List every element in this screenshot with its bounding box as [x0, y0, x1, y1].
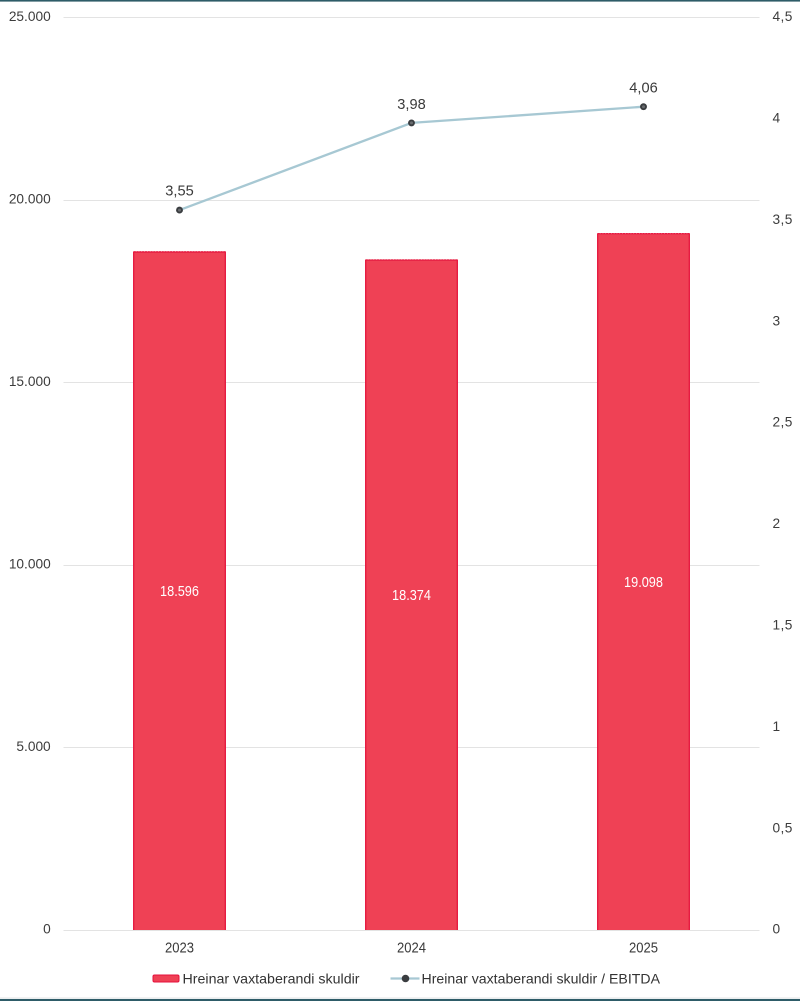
svg-text:2: 2 [773, 516, 781, 531]
svg-text:4: 4 [773, 111, 781, 126]
svg-text:3,5: 3,5 [773, 212, 793, 227]
svg-text:19.098: 19.098 [624, 575, 663, 591]
svg-text:2024: 2024 [397, 940, 426, 956]
svg-text:18.596: 18.596 [160, 584, 199, 600]
svg-text:0: 0 [43, 922, 51, 937]
svg-text:4,5: 4,5 [773, 9, 793, 24]
svg-text:3,55: 3,55 [165, 183, 193, 199]
svg-text:18.374: 18.374 [392, 588, 431, 604]
svg-text:15.000: 15.000 [9, 374, 51, 389]
svg-text:1: 1 [773, 719, 781, 734]
svg-text:4,06: 4,06 [629, 80, 657, 96]
svg-text:Hreinar vaxtaberandi skuldir: Hreinar vaxtaberandi skuldir [183, 970, 360, 986]
svg-text:5.000: 5.000 [16, 739, 51, 754]
svg-text:2023: 2023 [165, 940, 194, 956]
svg-text:2025: 2025 [629, 940, 658, 956]
svg-text:3,98: 3,98 [397, 97, 425, 113]
svg-text:20.000: 20.000 [9, 192, 51, 207]
svg-text:0,5: 0,5 [773, 820, 793, 835]
svg-text:2,5: 2,5 [773, 415, 793, 430]
svg-text:1,5: 1,5 [773, 618, 793, 633]
svg-text:25.000: 25.000 [9, 9, 51, 24]
svg-text:0: 0 [773, 922, 781, 937]
svg-text:10.000: 10.000 [9, 557, 51, 572]
svg-text:3: 3 [773, 313, 781, 328]
svg-text:Hreinar vaxtaberandi skuldir /: Hreinar vaxtaberandi skuldir / EBITDA [422, 970, 661, 986]
